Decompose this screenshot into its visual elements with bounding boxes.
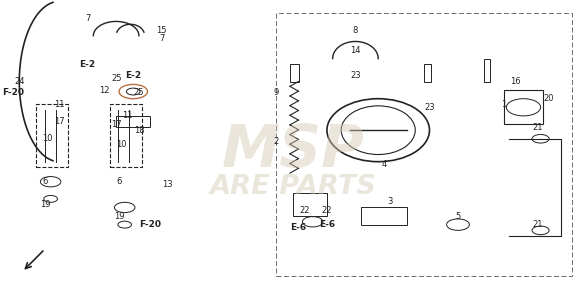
Text: 22: 22 [299, 206, 309, 215]
Text: F-20: F-20 [2, 88, 24, 97]
Text: 23: 23 [424, 103, 435, 112]
Text: 16: 16 [510, 77, 521, 86]
Bar [361, 208, 406, 225]
Text: 17: 17 [111, 120, 122, 129]
Text: 6: 6 [42, 177, 47, 186]
Text: 21: 21 [533, 123, 543, 132]
Text: F-20: F-20 [140, 220, 162, 229]
Text: 12: 12 [100, 86, 110, 95]
Text: 22: 22 [322, 206, 332, 215]
Text: 15: 15 [156, 25, 167, 34]
Text: E-6: E-6 [319, 220, 335, 229]
Text: 24: 24 [14, 77, 24, 86]
Bar [276, 13, 572, 276]
Text: E-6: E-6 [291, 223, 306, 232]
Text: 10: 10 [42, 134, 53, 143]
Text: 14: 14 [350, 46, 361, 55]
Bar [504, 90, 544, 125]
Text: 7: 7 [159, 34, 164, 43]
Text: 2: 2 [273, 137, 278, 146]
Bar [36, 104, 68, 167]
Bar [424, 64, 431, 81]
Text: 21: 21 [533, 220, 543, 229]
Bar [291, 64, 299, 81]
Text: 8: 8 [353, 25, 358, 34]
Text: 11: 11 [122, 111, 133, 121]
Text: E-2: E-2 [125, 71, 141, 80]
Text: 9: 9 [273, 88, 278, 97]
Bar [483, 59, 490, 81]
Text: 5: 5 [455, 212, 461, 221]
Text: MSP: MSP [221, 122, 364, 179]
Text: ARE PARTS: ARE PARTS [210, 175, 376, 201]
Text: 11: 11 [54, 100, 64, 109]
Text: 25: 25 [134, 88, 144, 97]
Text: E-2: E-2 [79, 60, 96, 69]
Text: 6: 6 [116, 177, 122, 186]
Text: 17: 17 [54, 117, 64, 126]
Text: 19: 19 [113, 212, 124, 221]
Bar [116, 116, 151, 127]
Bar [111, 104, 142, 167]
Text: 10: 10 [116, 140, 127, 149]
Text: 3: 3 [387, 197, 393, 206]
Text: 18: 18 [134, 126, 144, 135]
Text: 19: 19 [40, 200, 50, 209]
Text: 4: 4 [382, 160, 387, 169]
Text: 20: 20 [544, 94, 554, 103]
Text: 13: 13 [162, 180, 173, 189]
Text: 25: 25 [111, 74, 122, 83]
Bar [293, 193, 327, 216]
Text: 7: 7 [85, 14, 90, 23]
Text: 23: 23 [350, 71, 361, 80]
Text: 1: 1 [501, 100, 506, 109]
